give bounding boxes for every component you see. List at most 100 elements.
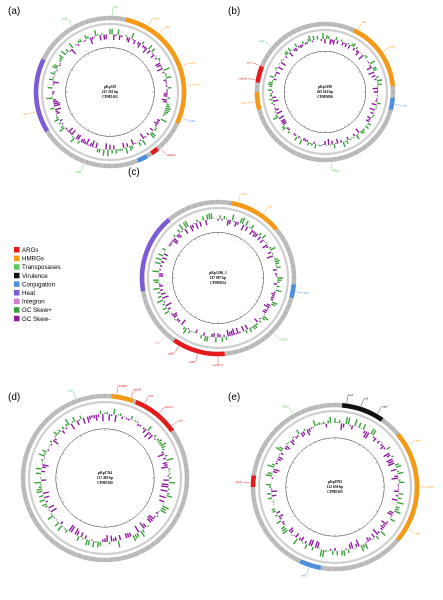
scale-tick xyxy=(142,120,144,122)
scale-tick xyxy=(142,62,144,64)
gene-tick xyxy=(363,145,367,149)
gene-tick xyxy=(271,46,276,50)
gene-arc xyxy=(230,200,278,231)
gene-tick xyxy=(70,26,73,31)
scale-tick xyxy=(80,58,82,60)
scale-tick xyxy=(300,124,302,126)
gene-tick xyxy=(60,146,64,151)
gene-tick xyxy=(302,409,305,414)
gene-tick xyxy=(275,138,279,142)
legend-label: Heat xyxy=(22,290,35,297)
gene-label: silE xyxy=(362,20,366,24)
scale-tick xyxy=(73,117,75,119)
plasmid-size: 122 656 bp xyxy=(327,485,344,489)
gene-tick xyxy=(251,499,257,501)
panel-letter: (d) xyxy=(8,392,20,403)
gene-tick xyxy=(156,538,160,543)
scale-tick xyxy=(128,518,130,521)
gene-tick xyxy=(172,519,177,523)
gene-tick xyxy=(283,145,287,149)
scale-tick xyxy=(292,510,295,512)
scale-tick xyxy=(367,522,369,524)
scale-tick xyxy=(354,64,356,66)
scale-tick xyxy=(357,67,359,69)
scale-tick xyxy=(80,124,82,126)
scale-tick xyxy=(140,444,142,446)
gene-tick xyxy=(289,259,295,261)
gene-label-leader xyxy=(171,421,178,426)
gene-tick xyxy=(40,529,45,533)
legend-label: Integron xyxy=(22,299,45,306)
gene-label-leader xyxy=(394,104,402,106)
gene-tick xyxy=(371,138,375,142)
gene-tick xyxy=(259,448,264,451)
gene-label: tnpA xyxy=(259,39,265,43)
gene-tick xyxy=(371,558,374,563)
gene-tick xyxy=(121,162,123,168)
gene-tick xyxy=(308,406,311,412)
gene-label: aac(6')-Ib xyxy=(213,363,224,367)
gene-tick xyxy=(313,156,315,162)
gene-tick xyxy=(313,22,315,28)
legend-label: Transposases xyxy=(22,264,61,271)
gene-tick xyxy=(297,152,300,157)
inner-gene-ring xyxy=(27,400,183,556)
gene-tick xyxy=(164,138,169,142)
gene-label: pcoA xyxy=(194,83,201,87)
legend-item-gc-skew-: GC Skew+ xyxy=(14,307,52,314)
plasmid-accession: CP085102 xyxy=(102,95,118,99)
legend-item-transposases: Transposases xyxy=(14,264,61,271)
gene-label-leader xyxy=(247,101,255,104)
gene-tick xyxy=(290,554,294,559)
gene-tick xyxy=(253,467,258,469)
scale-tick xyxy=(253,304,255,305)
gene-tick xyxy=(265,55,269,58)
scale-tick xyxy=(297,61,299,63)
gene-tick xyxy=(303,25,305,30)
legend-swatch xyxy=(14,298,20,305)
scale-tick xyxy=(301,450,303,452)
scale-tick xyxy=(354,118,356,120)
scale-tick xyxy=(373,457,375,459)
gene-label-leader xyxy=(408,529,415,534)
gene-tick xyxy=(97,162,99,168)
scale-tick xyxy=(301,522,303,524)
inner-gene-ring xyxy=(257,409,413,565)
gene-tick xyxy=(154,321,159,325)
plasmid-name: pKp1764 xyxy=(98,471,112,475)
gene-tick xyxy=(65,149,68,154)
gene-tick xyxy=(66,402,69,407)
scale-tick xyxy=(310,444,312,447)
gene-label-leader xyxy=(160,336,166,343)
inner-gene-ring xyxy=(261,28,389,156)
gene-tick xyxy=(277,321,282,325)
gene-tick xyxy=(27,508,32,511)
gene-label: dfrA14 xyxy=(165,405,173,409)
gene-arc xyxy=(254,92,262,111)
plasmid-accession: CP085105 xyxy=(327,490,343,494)
legend-item-conjugation: Conjugation xyxy=(14,281,56,288)
gene-tick xyxy=(171,337,175,342)
gene-label-leader xyxy=(182,118,190,121)
gene-tick xyxy=(229,200,231,206)
gene-tick xyxy=(308,23,310,29)
scale-tick xyxy=(289,71,292,73)
scale-tick xyxy=(183,247,185,249)
gene-tick xyxy=(147,153,150,158)
legend-label: Conjugation xyxy=(22,281,56,288)
scale-tick xyxy=(87,53,90,56)
gene-arc xyxy=(124,17,187,125)
legend-item-gc-skew-: GC Skew- xyxy=(14,315,50,323)
gene-label: iucA xyxy=(348,393,353,397)
gene-label-leader xyxy=(144,396,149,404)
legend-item-hmrgs: HMRGs xyxy=(14,255,44,263)
scale-tick xyxy=(80,435,82,438)
gene-tick xyxy=(176,211,180,216)
gene-tick xyxy=(286,247,291,250)
scale-tick xyxy=(239,315,241,318)
scale-tick xyxy=(145,453,148,455)
